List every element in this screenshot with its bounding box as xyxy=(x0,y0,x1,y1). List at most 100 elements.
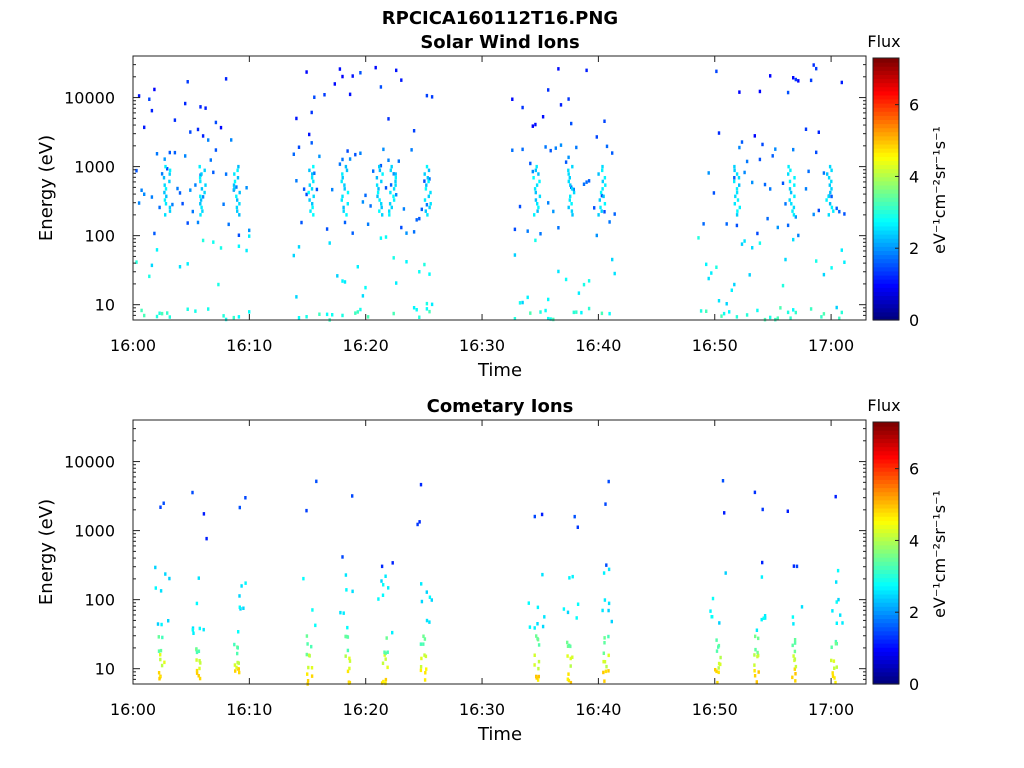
flux-cell xyxy=(603,660,607,664)
flux-cell xyxy=(763,182,767,187)
flux-cell xyxy=(828,202,832,206)
flux-cell xyxy=(315,187,319,192)
panel-solar-wind: Solar Wind Ions 16:00 16:10 16:20 16:30 16:4… xyxy=(36,32,949,381)
colorbar: 0 2 4 6 xyxy=(872,421,919,694)
flux-cell xyxy=(207,307,210,311)
flux-cell xyxy=(207,138,210,142)
flux-cell xyxy=(159,653,162,657)
flux-cell xyxy=(212,170,215,175)
colorbar-swatch xyxy=(873,217,899,223)
y-tick-label: 1000 xyxy=(74,158,115,177)
flux-cell xyxy=(232,183,236,187)
flux-cell xyxy=(608,220,611,224)
flux-cell xyxy=(833,676,836,680)
flux-cell xyxy=(536,622,539,626)
flux-cell xyxy=(567,678,571,683)
colorbar-swatch xyxy=(873,123,899,129)
flux-cell xyxy=(217,282,220,287)
flux-cell xyxy=(312,164,315,169)
flux-cell xyxy=(238,670,241,675)
flux-cell xyxy=(830,205,834,210)
flux-cell xyxy=(611,151,614,155)
flux-cell xyxy=(792,237,795,242)
flux-cell xyxy=(195,658,198,662)
colorbar-swatch xyxy=(873,446,899,452)
flux-cell xyxy=(154,586,157,590)
flux-cell xyxy=(715,265,718,269)
flux-cell xyxy=(143,313,146,318)
flux-cell xyxy=(310,674,314,678)
flux-cell xyxy=(536,678,540,682)
flux-cell xyxy=(135,260,138,264)
flux-cell xyxy=(420,207,423,212)
flux-cell xyxy=(828,164,832,169)
flux-cell xyxy=(237,661,240,665)
flux-cell xyxy=(158,677,161,681)
flux-cell xyxy=(585,68,588,73)
colorbar-swatch xyxy=(873,98,899,104)
colorbar-swatch xyxy=(873,671,899,677)
flux-cell xyxy=(348,659,352,663)
flux-cell xyxy=(735,315,739,319)
flux-cell xyxy=(832,659,836,663)
flux-cell xyxy=(236,667,240,671)
colorbar-swatch xyxy=(873,651,899,656)
flux-cell xyxy=(792,622,795,626)
flux-cell xyxy=(613,271,616,276)
flux-cell xyxy=(786,223,790,228)
colorbar-swatch xyxy=(873,279,899,284)
flux-cell xyxy=(754,647,757,652)
flux-cell xyxy=(236,176,240,180)
flux-cell xyxy=(837,597,840,602)
flux-cell xyxy=(166,167,169,171)
flux-cell xyxy=(391,630,394,635)
flux-cell xyxy=(419,642,423,646)
flux-cell xyxy=(198,659,201,663)
flux-cell xyxy=(595,233,598,238)
colorbar-swatch xyxy=(873,311,899,317)
flux-cell xyxy=(224,77,228,81)
flux-cell xyxy=(769,74,772,78)
flux-cell xyxy=(738,205,741,210)
flux-cell xyxy=(748,273,751,277)
flux-cell xyxy=(384,681,387,686)
colorbar-swatch xyxy=(873,438,899,444)
flux-cell xyxy=(511,148,514,152)
flux-cell xyxy=(427,179,430,184)
flux-cell xyxy=(237,630,240,634)
flux-cell xyxy=(389,190,392,195)
flux-cell xyxy=(786,509,789,513)
colorbar-swatch xyxy=(873,663,899,669)
flux-cell xyxy=(717,666,720,670)
flux-cell xyxy=(364,193,367,198)
axes: 16:00 16:10 16:20 16:30 16:40 16:50 17:00 10 100… xyxy=(64,55,866,355)
flux-cell xyxy=(168,209,172,213)
colorbar-swatch xyxy=(873,193,899,198)
colorbar-swatch xyxy=(873,86,899,92)
colorbar-tick-label: 4 xyxy=(909,531,919,550)
flux-cell xyxy=(302,576,305,581)
flux-cell xyxy=(311,172,314,176)
colorbar-swatch xyxy=(873,679,899,685)
flux-cell xyxy=(518,301,522,305)
x-tick-label: 16:10 xyxy=(226,336,272,355)
flux-cell xyxy=(822,272,826,277)
flux-cell xyxy=(381,213,384,217)
flux-cell xyxy=(354,311,357,315)
flux-cell xyxy=(605,664,608,669)
flux-cell xyxy=(738,90,741,94)
colorbar-swatch xyxy=(873,295,899,301)
flux-cell xyxy=(166,311,169,315)
file-title: RPCICA160112T16.PNG xyxy=(382,8,618,29)
colorbar-swatch xyxy=(873,172,899,178)
x-axis-label: Time xyxy=(477,360,522,381)
flux-cell xyxy=(387,158,390,162)
flux-cell xyxy=(841,621,844,625)
flux-cell xyxy=(757,636,760,641)
flux-cell xyxy=(593,206,596,210)
flux-cell xyxy=(389,183,393,187)
y-tick-label: 100 xyxy=(84,227,115,246)
flux-cell xyxy=(376,194,379,199)
flux-cell xyxy=(734,194,737,199)
flux-cell xyxy=(420,656,423,661)
